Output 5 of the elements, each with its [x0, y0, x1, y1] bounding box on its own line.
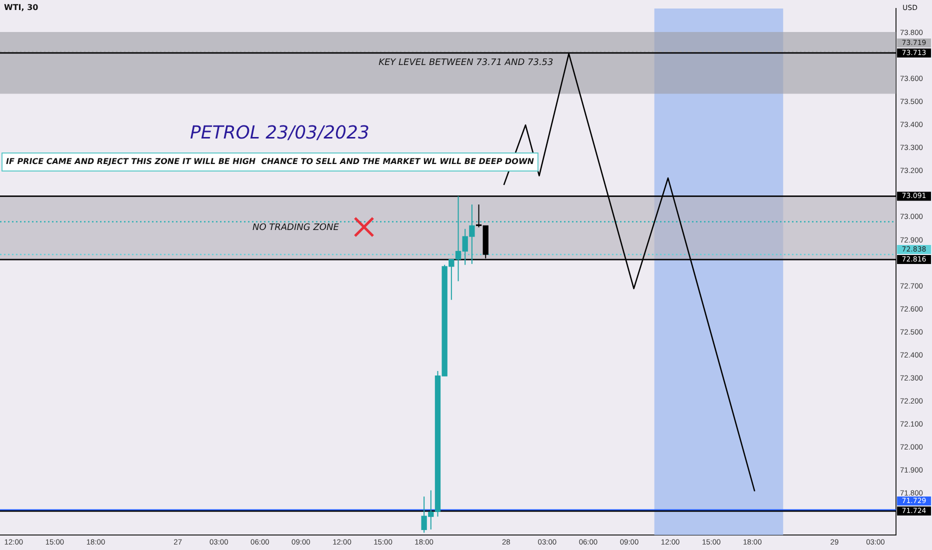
- annotation: PETROL 23/03/2023: [190, 122, 370, 144]
- chart-title: WTI, 30: [4, 3, 39, 12]
- annotation: IF PRICE CAME AND REJECT THIS ZONE IT WILL BE HIGH CHANCE TO SELL AND THE MARKET WL WILL BE DEEP DOWN: [6, 157, 534, 166]
- band-label: KEY LEVEL BETWEEN 73.71 AND 73.53: [378, 58, 554, 68]
- band-label: NO TRADING ZONE: [252, 223, 340, 234]
